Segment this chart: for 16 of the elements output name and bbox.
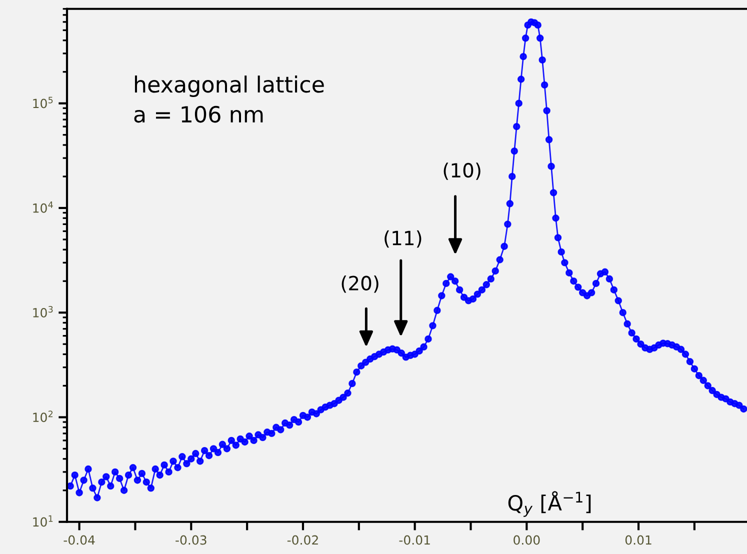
y-tick-label: 10$^{2}$ — [33, 410, 53, 422]
y-tick-label: 10$^{4}$ — [33, 201, 53, 213]
x-axis-title: Q$_{y}$ [Å$^{−1}$] — [508, 491, 591, 517]
x-tick-label: -0.02 — [287, 535, 318, 545]
x-tick-label: -0.03 — [176, 535, 206, 545]
y-tick-label: 10$^{1}$ — [33, 515, 53, 527]
y-tick-label: 10$^{5}$ — [33, 96, 53, 108]
annotation: hexagonal lattice a = 106 nm — [134, 76, 324, 123]
y-tick-label: 10$^{3}$ — [33, 306, 53, 318]
x-tick-label: 0.01 — [625, 535, 652, 545]
annotation: (20) — [342, 275, 378, 293]
x-tick-label: 0.00 — [514, 535, 540, 545]
annotation: (11) — [384, 230, 422, 248]
x-tick-label: -0.04 — [64, 535, 95, 545]
x-tick-label: -0.01 — [399, 535, 430, 545]
annotation: (10) — [444, 162, 480, 180]
